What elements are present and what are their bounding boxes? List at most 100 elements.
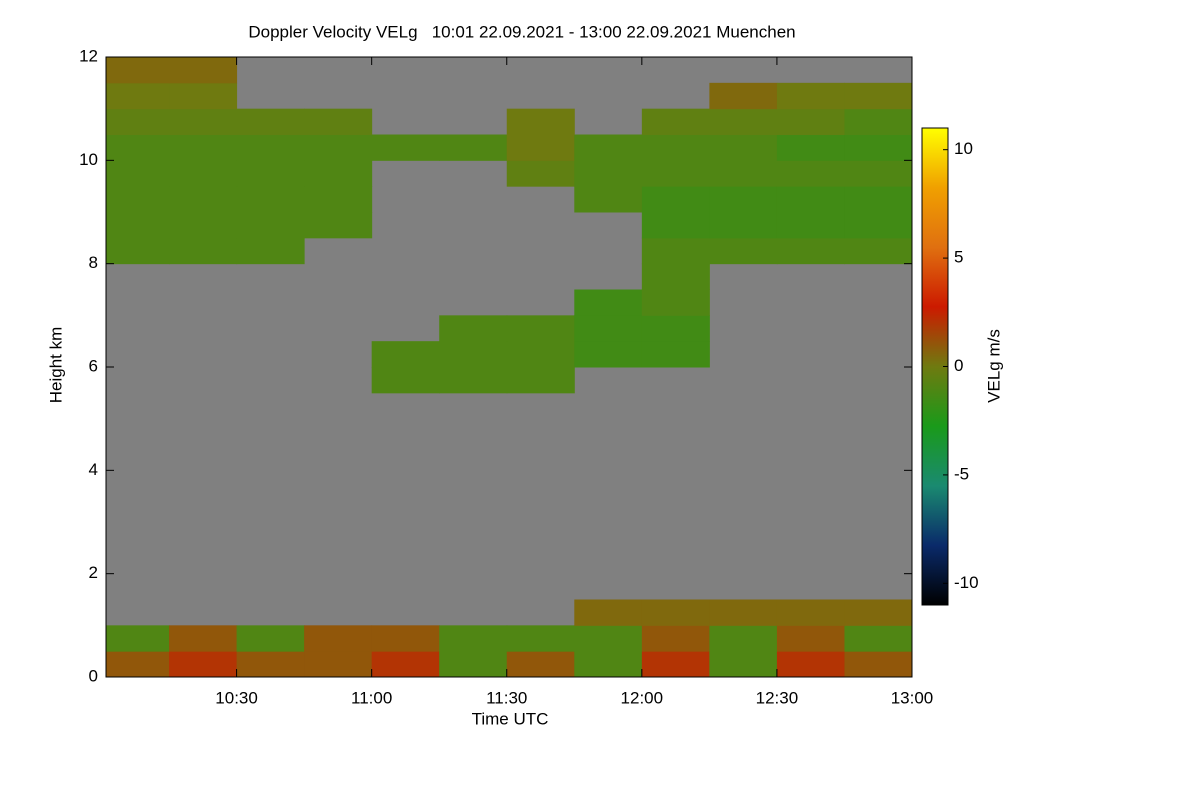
heat-cell [776,160,845,187]
colorbar-label: VELg m/s [984,329,1003,403]
x-tick-label: 10:30 [215,688,258,707]
heat-cell [844,160,913,187]
heat-cell [304,212,373,239]
heat-cell [641,315,710,342]
heat-cell [236,186,305,213]
heat-cell [236,625,305,652]
heat-cell [574,599,643,626]
heat-cell [709,82,778,110]
heat-cell [169,625,238,652]
heat-cell [776,134,845,161]
heat-cell [506,108,575,135]
x-tick-label: 11:00 [351,688,392,707]
heat-cell [709,625,778,652]
heat-cell [641,134,710,161]
heat-cell [709,160,778,187]
heat-cell [304,651,373,678]
heat-cell [709,237,778,265]
heat-cell [844,237,913,265]
x-tick-label: 12:00 [621,688,664,707]
heat-cell [236,651,305,678]
heat-cell [439,367,508,394]
heat-cell [844,186,913,213]
y-tick-label: 0 [89,666,98,685]
heat-cell [844,625,913,652]
heat-cell [709,599,778,626]
heat-cell [574,651,643,678]
y-tick-label: 2 [89,563,98,582]
heat-cell [439,315,508,342]
heat-cell [439,625,508,652]
x-axis-label: Time UTC [472,709,549,728]
heat-cell [574,341,643,368]
heat-cell [106,625,170,652]
heat-cell [106,108,170,135]
heat-cell [776,82,845,110]
heat-cell [574,315,643,342]
colorbar-tick-label: -10 [954,573,979,592]
heat-cell [641,108,710,135]
heat-cell [574,289,643,316]
heat-cell [169,212,238,239]
heat-cell [169,160,238,187]
heat-cell [506,625,575,652]
heat-cell [776,625,845,652]
y-tick-label: 6 [89,356,98,375]
heat-cell [641,289,710,316]
heat-cell [106,160,170,187]
heat-cell [641,651,710,678]
heat-cell [574,134,643,161]
heat-cell [506,134,575,161]
colorbar-tick-label: 10 [954,139,973,158]
heat-cell [506,651,575,678]
heat-cell [641,212,710,239]
heat-cell [574,625,643,652]
heat-cell [776,599,845,626]
heat-cell [844,651,913,678]
x-tick-label: 13:00 [891,688,934,707]
heat-cell [709,108,778,135]
colorbar-tick-label: 5 [954,248,963,267]
heat-cell [439,134,508,161]
heat-cell [776,108,845,135]
heat-cell [169,651,238,678]
heat-cell [169,57,238,84]
heat-cell [106,212,170,239]
x-tick-label: 12:30 [756,688,799,707]
x-tick-label: 11:30 [486,688,527,707]
heat-cell [371,341,440,368]
colorbar-tick-label: 0 [954,356,963,375]
chart-title: Doppler Velocity VELg 10:01 22.09.2021 -… [248,22,795,41]
heat-cell [641,341,710,368]
heat-cell [709,212,778,239]
heat-cell [709,134,778,161]
heat-cell [371,625,440,652]
heat-cell [304,134,373,161]
y-tick-label: 4 [89,460,98,479]
heat-cell [236,212,305,239]
heat-cell [439,341,508,368]
heat-cell [641,237,710,265]
heat-cell [844,82,913,110]
heat-cell [169,186,238,213]
heat-cell [236,108,305,135]
heat-cell [776,212,845,239]
heat-cell [574,186,643,213]
heat-cell [169,237,238,265]
heat-cell [641,599,710,626]
heat-cell [106,186,170,213]
y-tick-label: 8 [89,253,98,272]
heat-cell [304,108,373,135]
heat-cell [844,212,913,239]
heat-cell [709,651,778,678]
heat-cell [304,186,373,213]
heat-cell [641,263,710,290]
heat-cell [844,108,913,135]
heat-cell [506,160,575,187]
heat-cell [776,186,845,213]
heat-cell [236,134,305,161]
y-tick-label: 12 [79,46,98,65]
heat-cell [506,367,575,394]
heat-cell [776,651,845,678]
